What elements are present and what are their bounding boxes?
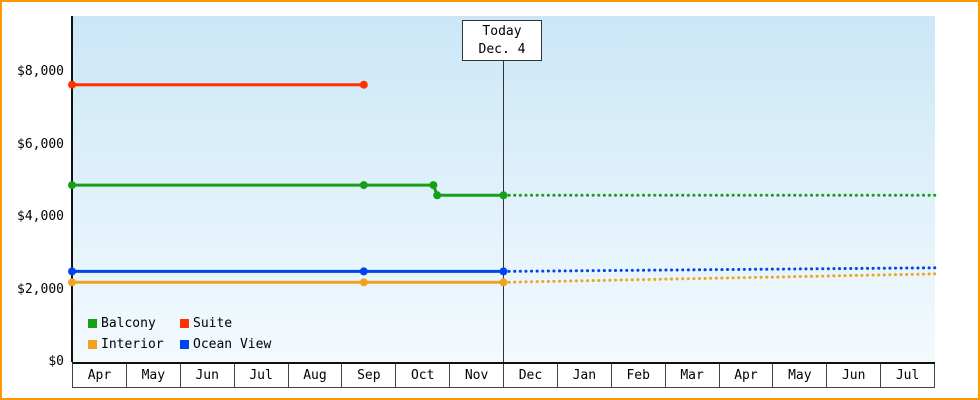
x-axis-month-label: Nov: [450, 364, 504, 387]
data-point-marker: [359, 80, 368, 89]
legend-swatch: [180, 318, 189, 328]
y-axis-tick-label: $4,000: [17, 209, 64, 224]
x-axis-month-label: May: [773, 364, 828, 387]
data-point-marker: [359, 181, 368, 190]
forecast-dotted-line: [502, 272, 937, 284]
x-axis-month-label: Feb: [611, 364, 666, 387]
data-point-marker: [499, 191, 508, 200]
x-axis-month-label: Jul: [881, 364, 935, 387]
today-annotation-line1: Today: [482, 24, 522, 39]
legend-item: Interior: [88, 334, 180, 354]
data-point-marker: [433, 191, 442, 200]
x-axis-month-label: Apr: [73, 364, 127, 387]
data-point-marker: [68, 278, 76, 287]
legend-swatch: [180, 339, 189, 349]
x-axis-month-label: Dec: [504, 364, 558, 387]
data-point-marker: [68, 181, 76, 190]
y-axis-tick-label: $6,000: [17, 136, 64, 152]
x-axis-month-label: Jul: [234, 364, 289, 387]
x-axis-month-label: May: [126, 364, 181, 387]
y-axis-tick-label: $0: [48, 354, 64, 369]
chart-legend: Balcony Suite Interior Ocean View: [88, 313, 310, 354]
legend-label: Ocean View: [193, 336, 272, 352]
x-axis-month-label: Jun: [827, 364, 882, 387]
legend-swatch: [88, 318, 97, 328]
legend-label: Suite: [193, 315, 233, 331]
legend-item: Suite: [180, 313, 310, 333]
x-axis-month-label: Jun: [180, 364, 235, 387]
x-axis-month-label: Jan: [557, 364, 612, 387]
y-axis-tick-label: $2,000: [17, 281, 64, 297]
x-axis-month-label: Sep: [342, 364, 397, 387]
forecast-dotted-line: [502, 266, 937, 273]
x-axis-month-label: Apr: [719, 364, 774, 387]
legend-item: Ocean View: [180, 334, 310, 354]
x-axis-month-label: Oct: [396, 364, 451, 387]
x-axis-month-label: Aug: [288, 364, 343, 387]
today-annotation-box: Today Dec. 4: [462, 20, 542, 61]
x-axis-month-label: Mar: [665, 364, 720, 387]
data-point-marker: [429, 181, 438, 190]
data-point-marker: [68, 80, 76, 89]
series-suite: [68, 80, 368, 89]
legend-swatch: [88, 339, 97, 349]
x-axis-month-row: Apr May Jun Jul Aug Sep Oct Nov Dec Jan Feb Mar Apr M…: [72, 362, 935, 388]
data-point-marker: [359, 267, 368, 276]
data-point-marker: [499, 278, 508, 287]
series-ocean-view: [68, 266, 937, 276]
legend-item: Balcony: [88, 313, 180, 333]
legend-label: Interior: [101, 336, 164, 352]
data-point-marker: [499, 267, 508, 276]
y-axis-tick-label: $8,000: [17, 64, 64, 79]
chart-canvas: [68, 61, 937, 362]
series-interior: [68, 272, 937, 287]
series-balcony: [68, 181, 937, 200]
today-annotation-line2: Dec. 4: [478, 42, 526, 57]
legend-label: Balcony: [101, 315, 156, 331]
data-point-marker: [359, 278, 368, 287]
data-point-marker: [68, 267, 76, 276]
